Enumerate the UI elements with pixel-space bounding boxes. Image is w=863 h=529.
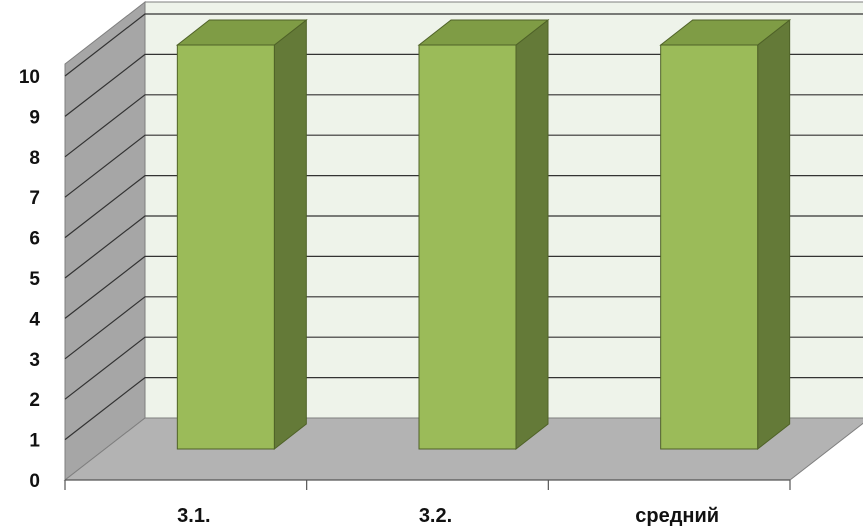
gridline — [64, 215, 863, 279]
bar-front-face — [418, 44, 517, 450]
y-tick-label: 6 — [29, 229, 40, 250]
bar-front-face — [660, 44, 759, 450]
y-tick-label: 8 — [29, 148, 40, 169]
y-tick-label: 0 — [29, 471, 40, 492]
bars — [175, 18, 792, 451]
bar-side-face — [515, 18, 549, 451]
bar-side-face — [273, 18, 307, 451]
y-tick-label: 9 — [29, 107, 40, 128]
gridline — [64, 94, 863, 158]
y-tick-label: 10 — [19, 67, 40, 88]
gridline — [64, 377, 863, 441]
bar-front-face — [176, 44, 275, 450]
y-tick-label: 1 — [29, 431, 40, 452]
gridline — [64, 175, 863, 239]
bar-side-face — [757, 18, 791, 451]
gridline — [64, 255, 863, 319]
bar — [659, 18, 792, 451]
x-category-label: 3.1. — [177, 505, 210, 527]
bar — [417, 18, 550, 451]
x-category-label: средний — [635, 505, 719, 527]
y-tick-label: 5 — [29, 269, 40, 290]
axes — [64, 479, 791, 490]
x-category-label: 3.2. — [419, 505, 452, 527]
x-axis-category-labels: 3.1. 3.2. средний — [177, 505, 719, 527]
gridline — [64, 296, 863, 360]
gridline — [64, 53, 863, 117]
bar — [175, 18, 308, 451]
gridline — [64, 336, 863, 400]
y-tick-label: 4 — [29, 309, 40, 330]
gridline — [64, 13, 863, 77]
y-tick-label: 2 — [29, 390, 40, 411]
y-tick-label: 7 — [29, 188, 40, 209]
y-tick-label: 3 — [29, 350, 40, 371]
gridlines — [64, 13, 863, 441]
gridline — [64, 134, 863, 198]
y-axis-tick-labels: 0 1 2 3 4 5 6 7 8 9 10 — [19, 67, 41, 492]
